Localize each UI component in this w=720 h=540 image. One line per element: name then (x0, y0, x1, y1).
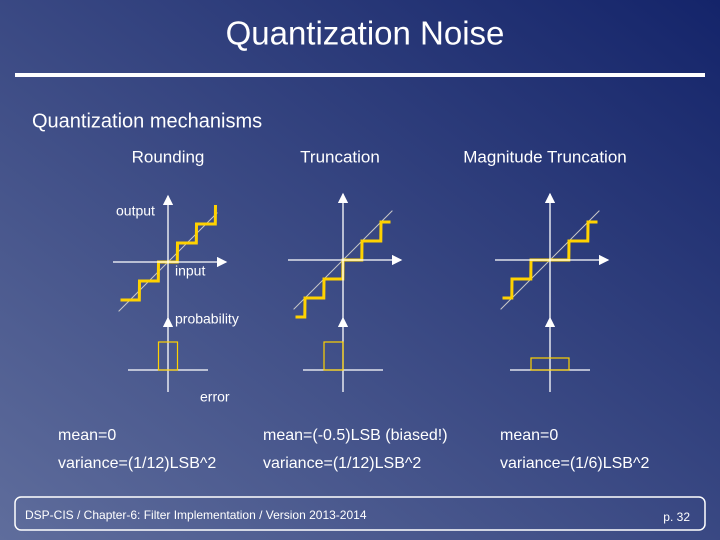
mean: mean=(-0.5)LSB (biased!) (263, 427, 448, 444)
title: Quantization Noise (226, 15, 505, 52)
axis-label: probability (175, 311, 239, 327)
variance: variance=(1/12)LSB^2 (263, 455, 421, 472)
axis-label: output (116, 203, 155, 219)
column-heading: Truncation (300, 147, 380, 166)
axis-label: input (175, 263, 205, 279)
column-heading: Magnitude Truncation (463, 147, 627, 166)
page-number: p. 32 (663, 510, 690, 524)
title-rule (15, 73, 705, 77)
axis-label: error (200, 389, 230, 405)
variance: variance=(1/6)LSB^2 (500, 455, 649, 472)
mean: mean=0 (58, 427, 116, 444)
column-heading: Rounding (132, 147, 205, 166)
footer-box (14, 496, 706, 531)
pdf (323, 341, 344, 371)
footer-text: DSP-CIS / Chapter-6: Filter Implementati… (25, 508, 367, 522)
variance: variance=(1/12)LSB^2 (58, 455, 216, 472)
mean: mean=0 (500, 427, 558, 444)
plots (113, 192, 610, 392)
pdf (157, 341, 179, 371)
subtitle: Quantization mechanisms (32, 110, 262, 132)
pdf (530, 357, 570, 371)
